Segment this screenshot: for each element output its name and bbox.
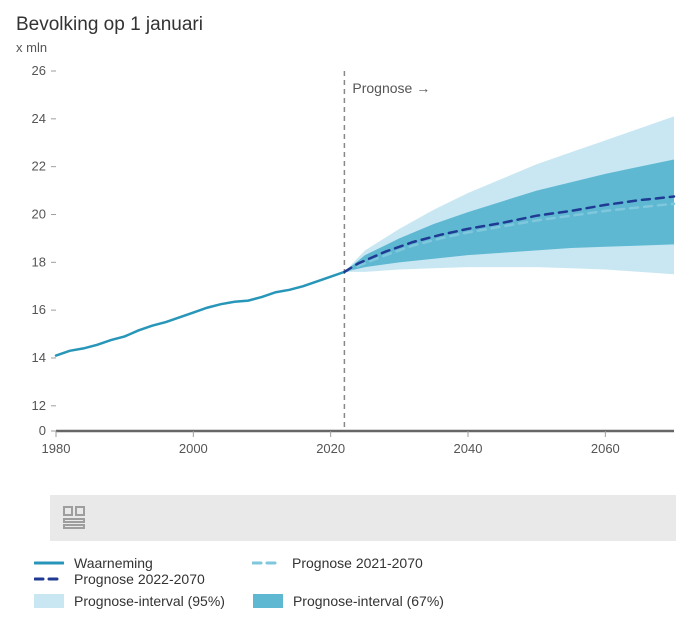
band-swatch-icon <box>253 594 283 608</box>
chart-area: 0 12 14 16 18 20 22 24 26 1980 2000 2020 2040 2060 Pro… <box>14 61 680 481</box>
svg-text:18: 18 <box>32 254 46 269</box>
legend-label: Prognose 2021-2070 <box>292 555 423 571</box>
legend-item-prognose_2021: Prognose 2021-2070 <box>252 555 442 571</box>
legend-label: Prognose 2022-2070 <box>74 571 205 587</box>
legend: Waarneming Prognose 2021-2070 Prognose 202… <box>34 555 680 609</box>
band-swatch-icon <box>34 594 64 608</box>
series-waarneming <box>56 272 344 356</box>
legend-item-ci95: Prognose-interval (95%) <box>34 593 225 609</box>
y-axis-label: x mln <box>16 40 680 55</box>
svg-text:24: 24 <box>32 111 46 126</box>
line-swatch-icon <box>34 572 64 586</box>
svg-text:1980: 1980 <box>42 441 71 456</box>
svg-text:2040: 2040 <box>454 441 483 456</box>
legend-item-prognose_2022: Prognose 2022-2070 <box>34 571 224 587</box>
line-swatch-icon <box>34 556 64 570</box>
footer-bar <box>50 495 676 541</box>
svg-text:2060: 2060 <box>591 441 620 456</box>
legend-label: Prognose-interval (67%) <box>293 593 444 609</box>
svg-text:16: 16 <box>32 302 46 317</box>
svg-text:12: 12 <box>32 398 46 413</box>
chart-svg: 0 12 14 16 18 20 22 24 26 1980 2000 2020 2040 2060 Pro… <box>14 61 680 481</box>
legend-label: Prognose-interval (95%) <box>74 593 225 609</box>
svg-text:0: 0 <box>39 423 46 438</box>
legend-item-waarneming: Waarneming <box>34 555 224 571</box>
svg-text:26: 26 <box>32 63 46 78</box>
svg-text:14: 14 <box>32 350 46 365</box>
svg-text:20: 20 <box>32 206 46 221</box>
chart-title: Bevolking op 1 januari <box>16 14 680 36</box>
svg-text:2000: 2000 <box>179 441 208 456</box>
forecast-annotation: Prognose → <box>352 80 430 96</box>
legend-item-ci67: Prognose-interval (67%) <box>253 593 444 609</box>
svg-text:22: 22 <box>32 159 46 174</box>
svg-text:2020: 2020 <box>316 441 345 456</box>
legend-label: Waarneming <box>74 555 153 571</box>
cbs-logo-icon <box>62 505 88 531</box>
line-swatch-icon <box>252 556 282 570</box>
